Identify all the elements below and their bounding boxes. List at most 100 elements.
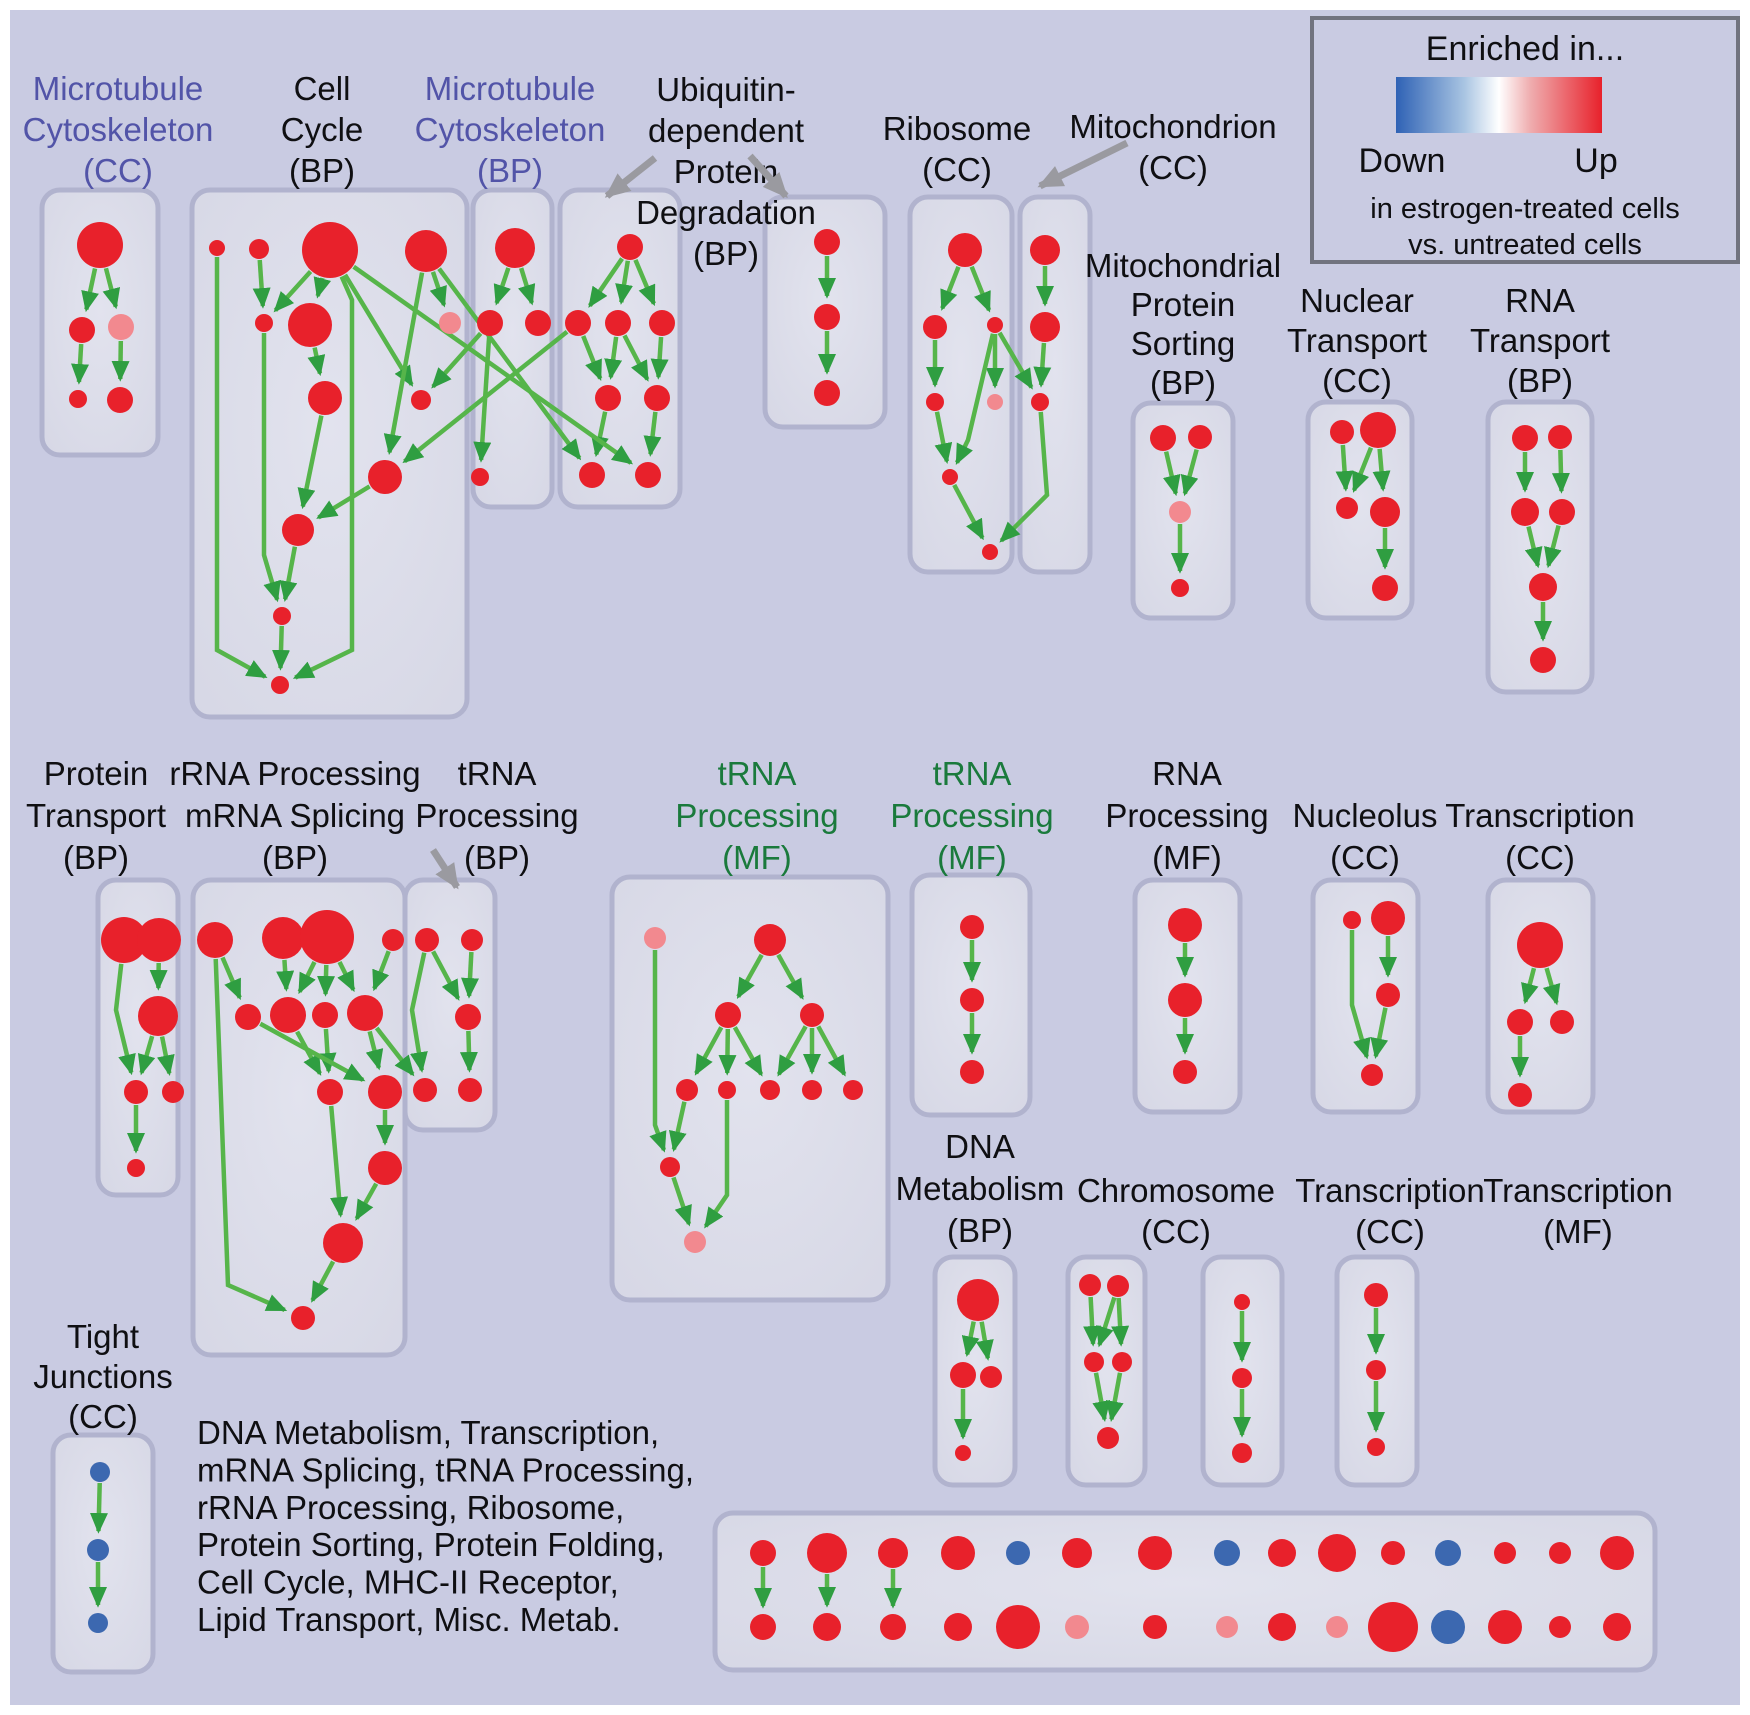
relation-edge — [969, 265, 992, 313]
annotation-arrow — [604, 155, 658, 199]
group-label-rna-processing-mf: Processing — [1105, 797, 1268, 834]
group-label-mitochondrion-cc: (CC) — [1138, 149, 1208, 186]
relation-edge — [703, 1100, 730, 1229]
gene-node-misc-cluster-row — [1435, 1540, 1461, 1566]
relation-edge — [961, 1321, 980, 1358]
group-label-microtubule-cc: Cytoskeleton — [23, 111, 214, 148]
gene-node-rrna-mrna-bp — [300, 910, 354, 964]
group-label-ubiquitin-bp-1: (BP) — [693, 235, 759, 272]
group-label-trna-processing-mf-1: tRNA — [718, 755, 797, 792]
gene-node-trna-processing-mf-1 — [760, 1080, 780, 1100]
gene-node-trna-processing-bp — [458, 1078, 482, 1102]
legend-subtitle-1: in estrogen-treated cells — [1370, 193, 1680, 225]
relation-edge — [736, 953, 764, 1000]
gene-node-misc-cluster-row — [1318, 1534, 1356, 1572]
relation-edge — [776, 953, 805, 1000]
relation-edge — [1083, 1296, 1102, 1347]
gene-node-trna-processing-mf-1 — [802, 1080, 822, 1100]
relation-edge — [81, 268, 99, 313]
relation-edge — [694, 1026, 724, 1076]
gene-node-ubiquitin-bp-1 — [644, 385, 670, 411]
gene-node-trna-processing-mf-1 — [676, 1079, 698, 1101]
gene-node-cell-cycle-bp — [282, 514, 314, 546]
gene-node-ubiquitin-bp-2 — [814, 229, 840, 255]
gene-node-nucleolus-cc — [1376, 983, 1400, 1007]
relation-edge — [337, 961, 356, 993]
gene-node-microtubule-bp — [525, 310, 551, 336]
relation-edge — [261, 333, 281, 603]
group-label-trna-processing-bp: (BP) — [464, 839, 530, 876]
group-label-trna-processing-bp: tRNA — [458, 755, 537, 792]
gene-node-misc-cluster-row — [750, 1614, 776, 1640]
legend-gradient-bar — [1396, 77, 1602, 133]
gene-node-chromosome-cc — [1084, 1352, 1104, 1372]
group-label-mito-protein-sorting-bp: Sorting — [1131, 325, 1236, 362]
gene-node-rna-processing-mf — [1168, 983, 1202, 1017]
relation-edge — [615, 260, 633, 305]
gene-node-ribosome-cc — [948, 233, 982, 267]
group-box-microtubule-cc — [39, 187, 161, 458]
gene-node-dna-metabolism-bp — [957, 1279, 999, 1321]
relation-edge — [272, 625, 291, 671]
relation-edge — [1544, 525, 1562, 569]
gene-node-transcription-mf — [1366, 1360, 1386, 1380]
relation-edge — [273, 270, 313, 313]
legend-down-label: Down — [1359, 142, 1446, 180]
gene-node-tight-junctions-cc — [90, 1462, 110, 1482]
cluster-list-line: mRNA Splicing, tRNA Processing, — [197, 1451, 694, 1488]
gene-node-ubiquitin-bp-1 — [635, 462, 661, 488]
gene-node-trna-processing-mf-2 — [960, 988, 984, 1012]
relation-edge — [383, 272, 425, 456]
gene-node-trna-processing-mf-2 — [960, 915, 984, 939]
group-label-cell-cycle-bp: (BP) — [289, 152, 355, 189]
relation-edge — [307, 347, 326, 377]
relation-edge — [1521, 967, 1539, 1005]
relation-edge — [591, 411, 609, 458]
gene-node-misc-cluster-row — [813, 1613, 841, 1641]
cluster-list-line: Protein Sorting, Protein Folding, — [197, 1526, 665, 1563]
gene-node-microtubule-cc — [107, 387, 133, 413]
gene-node-ribosome-cc — [923, 315, 947, 339]
gene-node-misc-cluster-row — [750, 1540, 776, 1566]
gene-node-rna-transport-bp — [1512, 425, 1538, 451]
relation-edge — [279, 546, 298, 602]
gene-node-ubiquitin-bp-2 — [814, 304, 840, 330]
relation-edge — [343, 273, 414, 387]
group-label-transcription-mf: (MF) — [1543, 1213, 1613, 1250]
gene-node-microtubule-cc — [77, 222, 123, 268]
gene-node-rrna-mrna-bp — [382, 929, 404, 951]
relation-edge — [1180, 448, 1199, 497]
gene-node-protein-transport-bp — [127, 1159, 145, 1177]
relation-edge — [318, 1028, 337, 1074]
relation-edge — [461, 951, 480, 999]
gene-node-misc-cluster-row — [1268, 1613, 1296, 1641]
group-label-trna-processing-mf-2: tRNA — [933, 755, 1012, 792]
gene-node-dna-metabolism-bp — [950, 1362, 976, 1388]
group-box-misc-cluster-row — [712, 1510, 1658, 1673]
group-label-ribosome-cc: (CC) — [922, 151, 992, 188]
relation-edge — [429, 271, 447, 308]
gene-node-nuclear-transport-cc — [1360, 412, 1396, 448]
group-label-ubiquitin-bp-1: dependent — [648, 112, 804, 149]
gene-node-cell-cycle-bp — [302, 222, 358, 278]
group-label-mito-protein-sorting-bp: Mitochondrial — [1085, 247, 1281, 284]
gene-node-transcription-cc-1 — [1508, 1083, 1532, 1107]
group-label-nucleolus-cc: (CC) — [1330, 839, 1400, 876]
relation-edge — [328, 1105, 349, 1218]
group-label-protein-transport-bp: Protein — [44, 755, 149, 792]
gene-node-microtubule-bp — [495, 228, 535, 268]
relation-edge — [374, 1026, 415, 1077]
relation-edge — [643, 411, 662, 457]
gene-node-trna-processing-mf-1 — [684, 1231, 706, 1253]
group-label-ribosome-cc: Ribosome — [883, 110, 1032, 147]
relation-edge — [214, 257, 268, 679]
gene-node-misc-cluster-row — [1600, 1536, 1634, 1570]
group-label-protein-transport-bp: (BP) — [63, 839, 129, 876]
gene-node-transcription-cc-1 — [1517, 922, 1563, 968]
group-label-cell-cycle-bp: Cell — [294, 70, 351, 107]
group-label-rna-transport-bp: RNA — [1505, 282, 1575, 319]
group-label-rrna-mrna-bp: mRNA Splicing — [185, 797, 405, 834]
gene-node-ubiquitin-bp-1 — [579, 462, 605, 488]
gene-node-microtubule-bp — [477, 310, 503, 336]
